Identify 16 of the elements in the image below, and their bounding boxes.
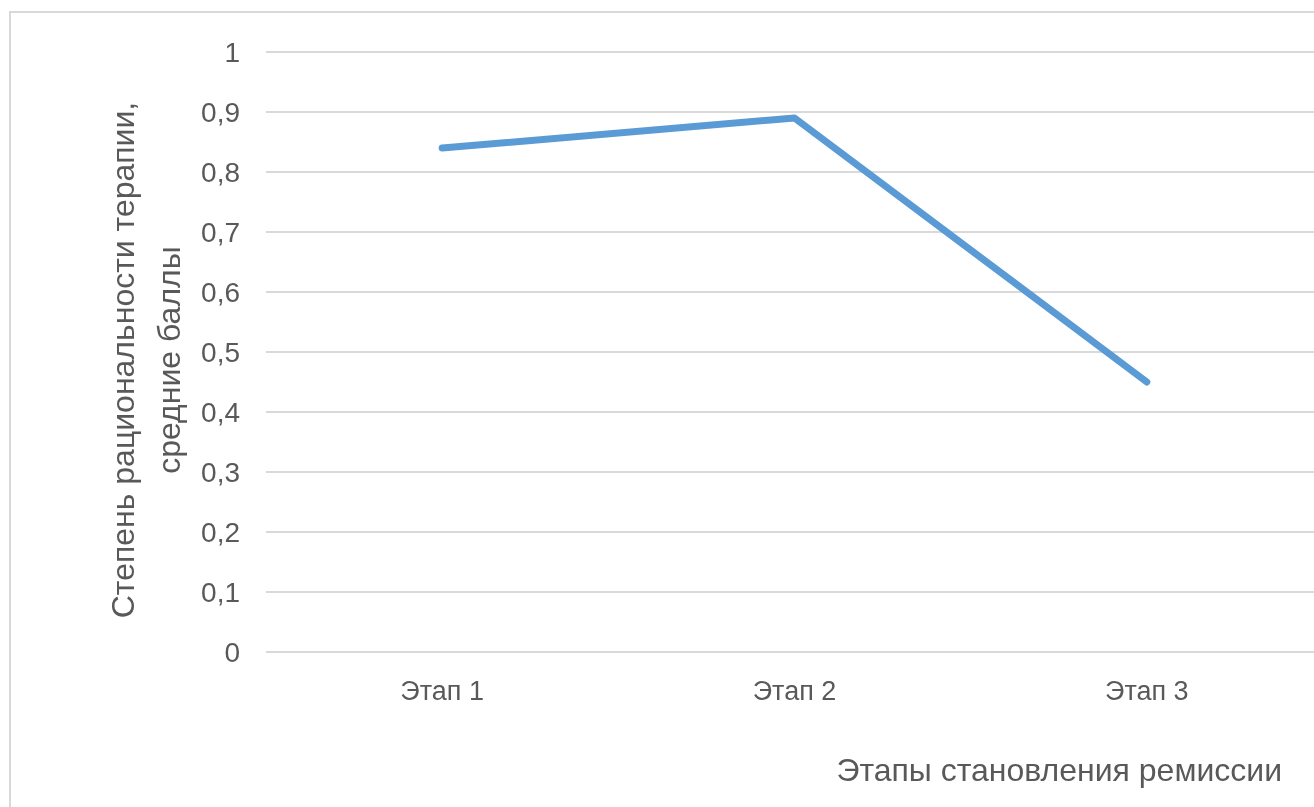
y-axis-title: Степень рациональности терапии, средние баллы bbox=[105, 101, 187, 619]
y-tick-label: 1 bbox=[224, 36, 240, 68]
y-tick-label: 0,9 bbox=[201, 96, 240, 128]
x-axis-title: Этапы становления ремиссии bbox=[836, 752, 1282, 788]
x-tick-label: Этап 2 bbox=[752, 676, 837, 707]
y-tick-label: 0,5 bbox=[201, 336, 240, 368]
x-tick-label: Этап 3 bbox=[1105, 676, 1189, 707]
x-tick-label: Этап 1 bbox=[400, 676, 484, 707]
y-tick-label: 0,1 bbox=[201, 576, 240, 608]
y-tick-label: 0 bbox=[224, 636, 240, 668]
y-tick-label: 0,4 bbox=[201, 396, 240, 428]
y-tick-label: 0,2 bbox=[201, 516, 240, 548]
y-tick-label: 0,7 bbox=[201, 216, 240, 248]
y-tick-label: 0,6 bbox=[201, 276, 240, 308]
y-tick-label: 0,3 bbox=[201, 456, 240, 488]
y-tick-label: 0,8 bbox=[201, 156, 240, 188]
